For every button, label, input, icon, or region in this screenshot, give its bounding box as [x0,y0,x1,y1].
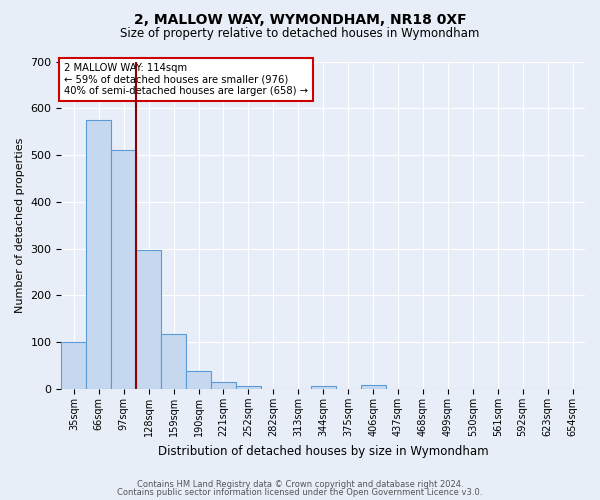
Bar [161,334,186,389]
Text: Contains public sector information licensed under the Open Government Licence v3: Contains public sector information licen… [118,488,482,497]
Bar [211,382,236,389]
Bar [111,150,136,389]
Y-axis label: Number of detached properties: Number of detached properties [15,138,25,313]
Bar [86,120,111,389]
Bar [311,386,335,389]
Text: 2 MALLOW WAY: 114sqm
← 59% of detached houses are smaller (976)
40% of semi-deta: 2 MALLOW WAY: 114sqm ← 59% of detached h… [64,63,308,96]
Bar [186,371,211,389]
Bar [236,386,261,389]
Bar [61,342,86,389]
Text: Size of property relative to detached houses in Wymondham: Size of property relative to detached ho… [121,28,479,40]
X-axis label: Distribution of detached houses by size in Wymondham: Distribution of detached houses by size … [158,444,488,458]
Bar [361,386,386,389]
Bar [136,250,161,389]
Text: 2, MALLOW WAY, WYMONDHAM, NR18 0XF: 2, MALLOW WAY, WYMONDHAM, NR18 0XF [134,12,466,26]
Text: Contains HM Land Registry data © Crown copyright and database right 2024.: Contains HM Land Registry data © Crown c… [137,480,463,489]
